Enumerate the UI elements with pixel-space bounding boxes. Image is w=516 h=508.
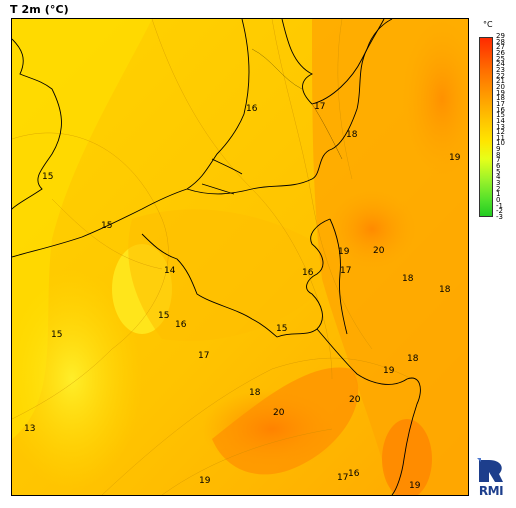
temp-label: 19 [449, 153, 461, 163]
cool-zone-channel [12, 269, 142, 489]
legend-tick-label: 6 [496, 162, 501, 171]
hot-spot-lorraine [202, 389, 342, 469]
temp-label: 18 [402, 274, 414, 284]
temp-label: 16 [348, 469, 360, 479]
legend-tick-label: 19 [496, 88, 505, 97]
temp-label: 19 [199, 476, 211, 486]
legend-tick-label: 15 [496, 111, 505, 120]
legend-tick-label: 23 [496, 65, 505, 74]
legend-tick-label: 1 [496, 190, 501, 199]
temp-label: 14 [164, 266, 176, 276]
legend-tick-label: -1 [496, 201, 503, 210]
temp-label: 15 [51, 330, 62, 340]
legend-tick-label: 3 [496, 179, 501, 188]
temp-label: 13 [24, 424, 35, 434]
temperature-map-svg: 16 17 18 19 15 15 14 20 19 17 16 18 18 1… [12, 19, 468, 495]
legend-tick-label: 16 [496, 105, 505, 114]
legend-tick-label: -2 [496, 207, 503, 216]
temp-label: 16 [302, 268, 314, 278]
temp-label: 17 [198, 351, 209, 361]
temp-label: 16 [246, 104, 258, 114]
temp-label: 18 [439, 285, 451, 295]
temp-label: 18 [407, 354, 419, 364]
legend-tick-label: 0 [496, 196, 501, 205]
legend-tick-label: 10 [496, 139, 505, 148]
legend-ticks: 29 28 27 26 25 24 23 22 21 20 19 18 17 16 15 14 13 12 11 10… [496, 33, 516, 223]
temp-label: 20 [273, 408, 285, 418]
temp-label: 15 [158, 311, 169, 321]
legend-tick-label: -3 [496, 213, 503, 221]
temperature-labels: 16 17 18 19 15 15 14 20 19 17 16 18 18 1… [24, 102, 461, 491]
temp-label: 18 [346, 130, 358, 140]
hot-spot-rhine [382, 419, 432, 495]
temperature-map: 16 17 18 19 15 15 14 20 19 17 16 18 18 1… [11, 18, 469, 496]
temp-label: 19 [383, 366, 395, 376]
legend-tick-label: 26 [496, 48, 505, 57]
legend-tick-label: 2 [496, 184, 501, 193]
legend-tick-label: 24 [496, 60, 505, 69]
legend-unit: °C [483, 20, 493, 29]
legend-tick-label: 5 [496, 167, 501, 176]
temp-label: 17 [340, 266, 351, 276]
temp-label: 20 [349, 395, 361, 405]
legend-tick-label: 11 [496, 133, 505, 142]
legend-tick-label: 7 [496, 156, 501, 165]
isotherms [12, 19, 413, 495]
country-borders [12, 19, 421, 495]
temp-label: 17 [337, 473, 348, 483]
rivers [251, 48, 343, 160]
legend-tick-label: 21 [496, 77, 505, 86]
legend-tick-label: 18 [496, 94, 505, 103]
legend-tick-label: 27 [496, 43, 505, 52]
legend-tick-label: 25 [496, 54, 505, 63]
temp-label: 15 [42, 172, 53, 182]
temp-label: 17 [314, 102, 325, 112]
temp-label: 18 [249, 388, 261, 398]
legend-tick-label: 28 [496, 37, 505, 46]
legend-color-bar [479, 37, 493, 217]
legend-tick-label: 22 [496, 71, 505, 80]
legend-tick-label: 8 [496, 150, 501, 159]
hot-spot-eifel [327, 189, 417, 269]
temp-label: 20 [373, 246, 385, 256]
legend-tick-label: 17 [496, 99, 505, 108]
legend-tick-label: 13 [496, 122, 505, 131]
temp-label: 19 [338, 247, 350, 257]
temp-label: 19 [409, 481, 421, 491]
legend-tick-label: 9 [496, 145, 501, 154]
legend-tick-label: 20 [496, 82, 505, 91]
rmi-logo-icon [477, 458, 503, 482]
legend-tick-label: 12 [496, 128, 505, 137]
temp-label: 16 [175, 320, 187, 330]
logo-text: RMI [478, 484, 504, 498]
map-title: T 2m (°C) [10, 3, 69, 16]
legend-tick-label: 14 [496, 116, 505, 125]
temp-label: 15 [276, 324, 287, 334]
warm-band-belgium [128, 209, 342, 341]
legend-tick-label: 4 [496, 173, 501, 182]
hot-spot-northeast [402, 19, 468, 179]
temp-label: 15 [101, 221, 112, 231]
legend-tick-label: 29 [496, 32, 505, 40]
